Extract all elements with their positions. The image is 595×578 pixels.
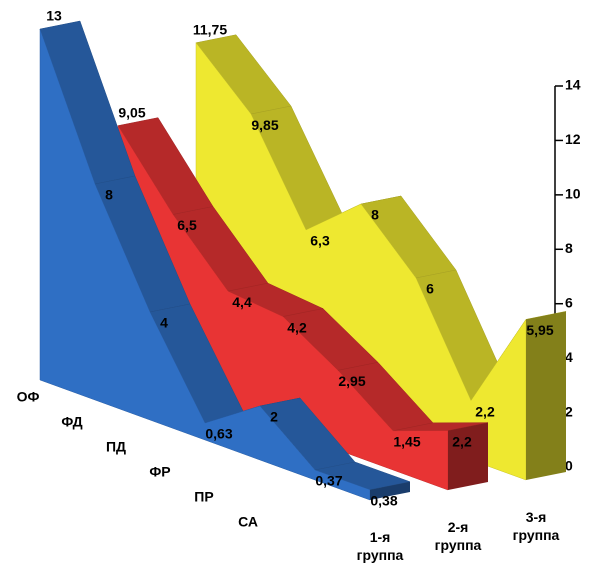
value-label: 5,95 bbox=[526, 322, 553, 338]
series-label: 1-я группа bbox=[356, 529, 404, 563]
category-label: ОФ bbox=[17, 389, 40, 405]
category-label: ФР bbox=[149, 464, 170, 480]
area-end bbox=[526, 311, 566, 480]
value-label: 1,45 bbox=[393, 434, 420, 450]
value-label: 9,05 bbox=[118, 104, 145, 120]
y-tick-label: 6 bbox=[565, 294, 573, 310]
value-label: 9,85 bbox=[251, 117, 278, 133]
area-end bbox=[370, 481, 410, 500]
y-tick-label: 12 bbox=[565, 131, 581, 147]
value-label: 6,5 bbox=[177, 217, 197, 233]
value-label: 8 bbox=[105, 187, 113, 203]
value-label: 0,37 bbox=[315, 473, 342, 489]
series-label: 3-я группа bbox=[512, 509, 560, 543]
y-tick-label: 0 bbox=[565, 458, 573, 474]
value-label: 2,2 bbox=[475, 403, 495, 419]
y-tick-label: 14 bbox=[565, 77, 581, 93]
value-label: 4 bbox=[160, 315, 168, 331]
value-label: 11,75 bbox=[193, 21, 227, 37]
y-tick-label: 8 bbox=[565, 240, 573, 256]
y-tick-label: 4 bbox=[565, 349, 573, 365]
value-label: 6 bbox=[426, 281, 434, 297]
category-label: ПР bbox=[194, 489, 213, 505]
value-label: 2,2 bbox=[452, 433, 472, 449]
value-label: 0,63 bbox=[205, 426, 232, 442]
value-label: 13 bbox=[46, 8, 62, 24]
area-end bbox=[448, 422, 488, 490]
value-label: 8 bbox=[371, 207, 379, 223]
value-label: 2 bbox=[270, 409, 278, 425]
value-label: 2,95 bbox=[338, 373, 365, 389]
y-tick-label: 2 bbox=[565, 403, 573, 419]
series-label: 2-я группа bbox=[434, 519, 482, 553]
value-label: 6,3 bbox=[310, 233, 330, 249]
value-label: 0,38 bbox=[370, 492, 397, 508]
value-label: 4,4 bbox=[232, 294, 252, 310]
category-label: СА bbox=[238, 514, 258, 530]
category-label: ФД bbox=[61, 414, 82, 430]
value-label: 4,2 bbox=[287, 319, 307, 335]
category-label: ПД bbox=[106, 439, 126, 455]
y-tick-label: 10 bbox=[565, 186, 581, 202]
area-face bbox=[39, 28, 371, 501]
